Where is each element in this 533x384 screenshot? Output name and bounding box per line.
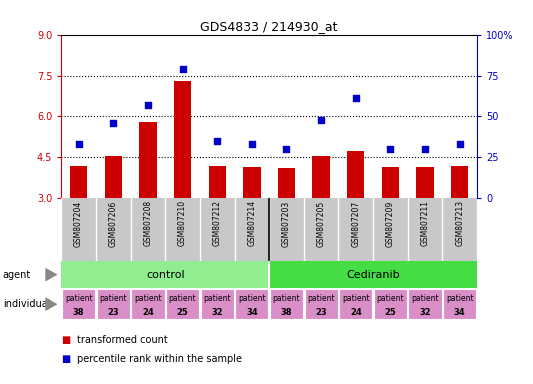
Polygon shape [45,268,58,281]
Text: patient: patient [238,294,265,303]
Text: GSM807210: GSM807210 [178,200,187,247]
Text: 23: 23 [108,308,119,317]
Text: GSM807211: GSM807211 [421,200,430,246]
Title: GDS4833 / 214930_at: GDS4833 / 214930_at [200,20,338,33]
Bar [339,289,373,319]
Text: GSM807214: GSM807214 [247,200,256,247]
Bar [408,289,442,319]
Text: patient: patient [308,294,335,303]
Text: patient: patient [342,294,369,303]
Point [178,66,187,72]
Bar [304,289,338,319]
Bar [443,289,477,319]
Bar [61,262,269,288]
Bar [270,289,303,319]
Text: patient: patient [273,294,300,303]
Bar [131,289,165,319]
Text: patient: patient [65,294,92,303]
Bar [269,262,477,288]
Text: GSM807203: GSM807203 [282,200,291,247]
Text: patient: patient [377,294,404,303]
Text: GSM807207: GSM807207 [351,200,360,247]
Text: patient: patient [204,294,231,303]
Text: 38: 38 [73,308,84,317]
Text: ■: ■ [61,354,70,364]
Text: patient: patient [134,294,161,303]
Point [144,102,152,108]
Text: agent: agent [3,270,31,280]
Bar [416,167,434,199]
Text: 38: 38 [281,308,292,317]
Text: GSM807205: GSM807205 [317,200,326,247]
Point [386,146,394,152]
Text: 34: 34 [246,308,257,317]
Bar [62,289,95,319]
Bar [96,289,130,319]
Point [352,95,360,101]
Bar [243,167,261,199]
Text: control: control [146,270,184,280]
Text: 24: 24 [142,308,154,317]
Point [317,117,325,123]
Text: 34: 34 [454,308,465,317]
Bar [374,289,407,319]
Bar [70,166,87,199]
Text: GSM807206: GSM807206 [109,200,118,247]
Text: patient: patient [446,294,473,303]
Bar [235,289,269,319]
Text: 25: 25 [176,308,189,317]
Point [282,146,290,152]
Text: patient: patient [169,294,196,303]
Bar [174,81,191,199]
Point [109,120,117,126]
Point [421,146,429,152]
Text: 25: 25 [384,308,397,317]
Polygon shape [45,297,58,311]
Bar [139,122,157,199]
Text: Cediranib: Cediranib [346,270,400,280]
Text: GSM807212: GSM807212 [213,200,222,246]
Text: individual: individual [3,299,50,309]
Text: GSM807204: GSM807204 [74,200,83,247]
Bar [104,156,122,199]
Bar [347,151,365,199]
Text: GSM807213: GSM807213 [455,200,464,247]
Text: patient: patient [411,294,439,303]
Point [247,141,256,147]
Text: 23: 23 [316,308,327,317]
Bar [208,166,226,199]
Bar [382,167,399,199]
Bar [200,289,234,319]
Bar [451,166,469,199]
Point [75,141,83,147]
Text: 24: 24 [350,308,362,317]
Text: 32: 32 [212,308,223,317]
Point [455,141,464,147]
Bar [166,289,199,319]
Bar [278,168,295,199]
Text: transformed count: transformed count [77,335,168,345]
Text: GSM807209: GSM807209 [386,200,395,247]
Text: ■: ■ [61,335,70,345]
Point [213,138,222,144]
Text: percentile rank within the sample: percentile rank within the sample [77,354,243,364]
Bar [312,156,330,199]
Text: patient: patient [100,294,127,303]
Text: GSM807208: GSM807208 [143,200,152,247]
Text: 32: 32 [419,308,431,317]
